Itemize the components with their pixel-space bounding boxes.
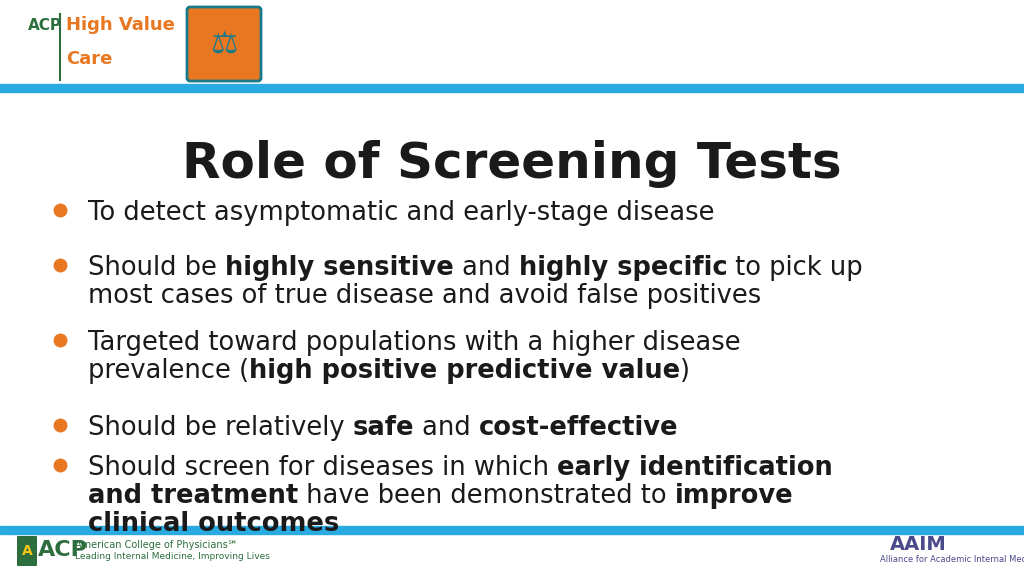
Text: highly sensitive: highly sensitive [225, 255, 454, 281]
Text: AAIM: AAIM [890, 535, 947, 554]
Bar [0, 526, 1024, 534]
Text: A: A [22, 544, 33, 558]
Text: Should screen for diseases in which: Should screen for diseases in which [88, 455, 557, 481]
Bar [0, 84, 1024, 92]
Text: cost-effective: cost-effective [479, 415, 679, 441]
Text: and: and [415, 415, 479, 441]
Text: high positive predictive value: high positive predictive value [249, 358, 680, 384]
Text: and treatment: and treatment [88, 483, 298, 509]
Text: To detect asymptomatic and early-stage disease: To detect asymptomatic and early-stage d… [88, 200, 715, 226]
Text: to pick up: to pick up [727, 255, 863, 281]
Text: Should be: Should be [88, 255, 225, 281]
Text: safe: safe [352, 415, 415, 441]
Text: Alliance for Academic Internal Medicine: Alliance for Academic Internal Medicine [880, 555, 1024, 564]
Text: and: and [454, 255, 518, 281]
Text: ⚖: ⚖ [210, 29, 238, 59]
Text: ACP: ACP [38, 540, 88, 560]
FancyBboxPatch shape [17, 536, 37, 566]
Text: highly specific: highly specific [518, 255, 727, 281]
Text: early identification: early identification [557, 455, 833, 481]
FancyBboxPatch shape [187, 7, 261, 81]
Text: American College of Physicians℠: American College of Physicians℠ [75, 540, 238, 550]
Text: prevalence (: prevalence ( [88, 358, 249, 384]
Text: have been demonstrated to: have been demonstrated to [298, 483, 675, 509]
Text: most cases of true disease and avoid false positives: most cases of true disease and avoid fal… [88, 283, 761, 309]
Text: improve: improve [675, 483, 794, 509]
Text: High Value: High Value [66, 16, 175, 34]
Text: clinical outcomes: clinical outcomes [88, 511, 339, 537]
Text: ): ) [680, 358, 690, 384]
Text: Should be relatively: Should be relatively [88, 415, 352, 441]
Text: Care: Care [66, 50, 113, 68]
Text: Targeted toward populations with a higher disease: Targeted toward populations with a highe… [88, 330, 740, 356]
Text: Role of Screening Tests: Role of Screening Tests [182, 140, 842, 188]
Text: Leading Internal Medicine, Improving Lives: Leading Internal Medicine, Improving Liv… [75, 552, 270, 561]
Text: ACP: ACP [28, 18, 62, 33]
